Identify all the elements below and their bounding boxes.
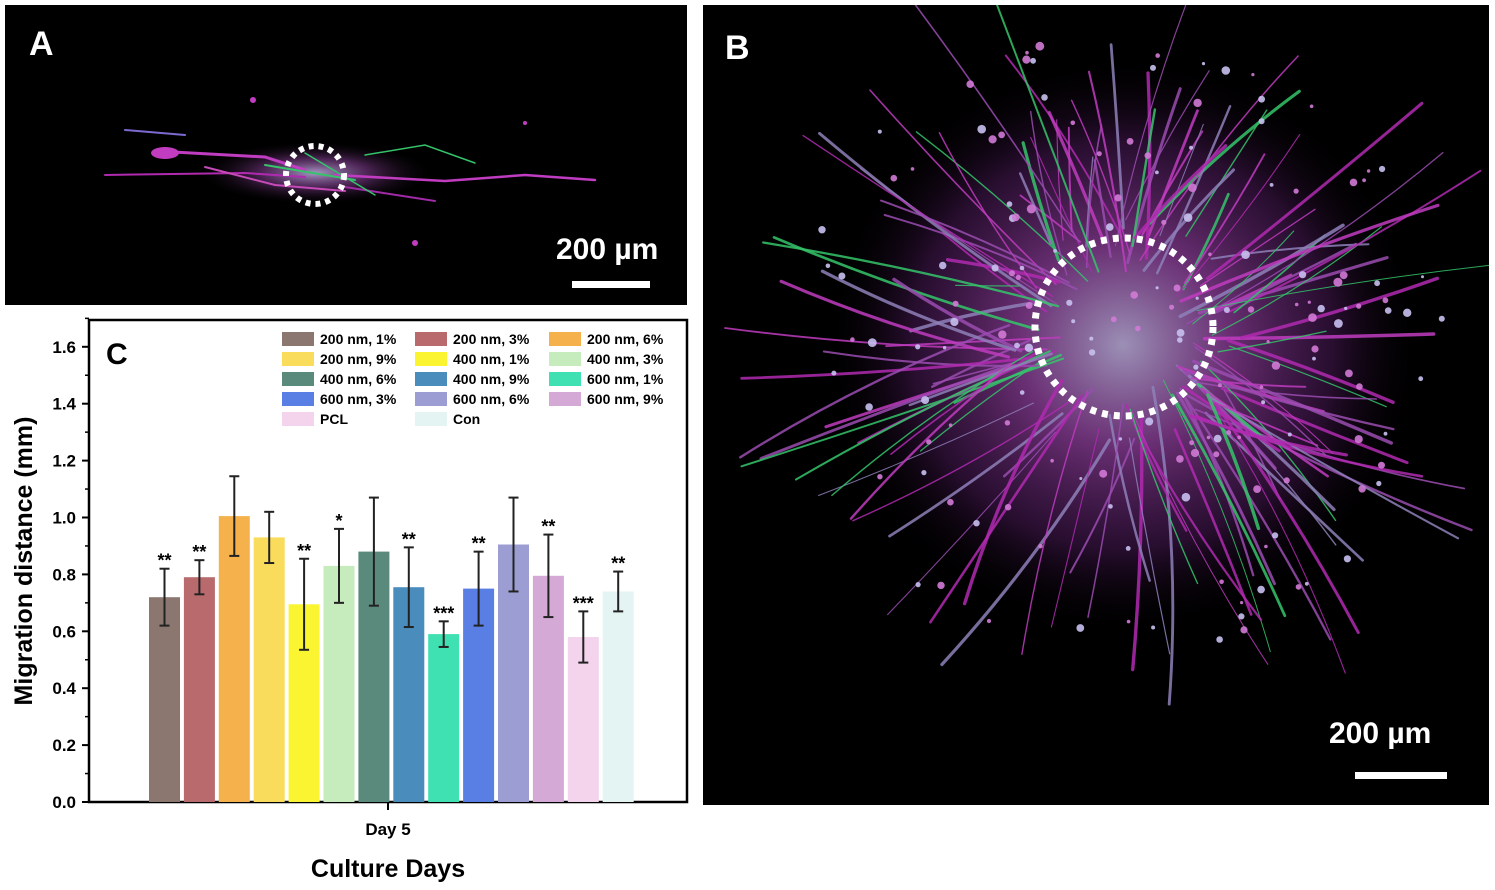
legend-swatch: [282, 392, 314, 406]
y-tick-label: 1.0: [52, 509, 76, 528]
legend-swatch: [415, 352, 447, 366]
y-tick-label: 0.2: [52, 736, 76, 755]
legend-entry: 400 nm, 6%: [320, 371, 397, 387]
legend-swatch: [282, 372, 314, 386]
y-tick-label: 1.6: [52, 338, 76, 357]
panel-c-label: C: [106, 338, 128, 371]
bar-13: [567, 637, 599, 802]
legend-entry: 400 nm, 3%: [587, 351, 664, 367]
y-axis-label: Migration distance (mm): [10, 417, 38, 706]
legend-swatch: [549, 372, 581, 386]
legend-swatch: [415, 332, 447, 346]
panel-a-scale-label: 200 µm: [556, 233, 659, 266]
panel-a-image: [104, 97, 597, 246]
legend-entry: 600 nm, 1%: [587, 371, 664, 387]
legend-entry: 600 nm, 3%: [320, 391, 397, 407]
bar-14: [602, 591, 634, 802]
legend-swatch: [282, 352, 314, 366]
panel-b-scale-bar: [1355, 772, 1447, 779]
bar-2: [183, 577, 215, 802]
legend-entry: 400 nm, 1%: [453, 351, 530, 367]
bar-3: [218, 516, 250, 802]
significance-label: **: [192, 542, 206, 562]
legend: 200 nm, 1% 200 nm, 3% 200 nm, 6% 200 nm, 9%…: [282, 331, 664, 427]
x-tick-label: Day 5: [365, 820, 410, 839]
bar-6: [323, 565, 355, 802]
y-tick-label: 0.0: [52, 793, 76, 812]
significance-label: **: [297, 541, 311, 561]
significance-label: ***: [433, 603, 454, 623]
panel-b-micrograph: B 200 µm: [703, 5, 1489, 805]
y-axis: 0.0 0.2 0.4 0.6 0.8 1.0 1.2 1.4 1.6: [52, 317, 89, 812]
y-tick-label: 0.4: [52, 679, 76, 698]
bar-series-group: ** ** *****************: [149, 475, 634, 802]
bar-1: [149, 597, 180, 802]
x-axis-label: Culture Days: [311, 855, 465, 883]
bar-4: [253, 537, 285, 802]
legend-swatch: [549, 392, 581, 406]
y-tick-label: 0.8: [52, 565, 76, 584]
legend-entry: 600 nm, 9%: [587, 391, 664, 407]
legend-entry: 200 nm, 3%: [453, 331, 530, 347]
significance-label: **: [611, 554, 625, 574]
legend-entry: 600 nm, 6%: [453, 391, 530, 407]
panel-b-scale-label: 200 µm: [1329, 717, 1432, 750]
x-axis: Day 5: [365, 802, 411, 839]
panel-b-label: B: [725, 29, 750, 67]
panel-a-scale-bar: [572, 281, 650, 288]
legend-swatch: [415, 392, 447, 406]
legend-swatch: [415, 412, 447, 426]
legend-swatch: [282, 332, 314, 346]
significance-label: *: [335, 511, 342, 531]
legend-swatch: [415, 372, 447, 386]
panel-a-micrograph: A 200 µm: [5, 5, 687, 305]
legend-swatch: [549, 332, 581, 346]
significance-label: **: [157, 551, 171, 571]
legend-entry: PCL: [320, 411, 348, 427]
significance-label: **: [472, 534, 486, 554]
significance-label: ***: [573, 593, 594, 613]
panel-b-image: [724, 5, 1489, 706]
significance-label: **: [541, 517, 555, 537]
legend-entry: Con: [453, 411, 480, 427]
panel-c-chart: C 0.00.20.40.60.81.01.21.41.6 ** ** ******…: [10, 317, 689, 883]
bar-9: [428, 634, 460, 802]
y-tick-label: 0.6: [52, 622, 76, 641]
legend-entry: 400 nm, 9%: [453, 371, 530, 387]
legend-entry: 200 nm, 9%: [320, 351, 397, 367]
legend-entry: 200 nm, 1%: [320, 331, 397, 347]
panel-a-label: A: [29, 25, 54, 63]
y-tick-label: 1.2: [52, 452, 76, 471]
legend-swatch: [282, 412, 314, 426]
legend-swatch: [549, 352, 581, 366]
legend-entry: 200 nm, 6%: [587, 331, 664, 347]
y-tick-label: 1.4: [52, 395, 76, 414]
significance-label: **: [402, 529, 416, 549]
